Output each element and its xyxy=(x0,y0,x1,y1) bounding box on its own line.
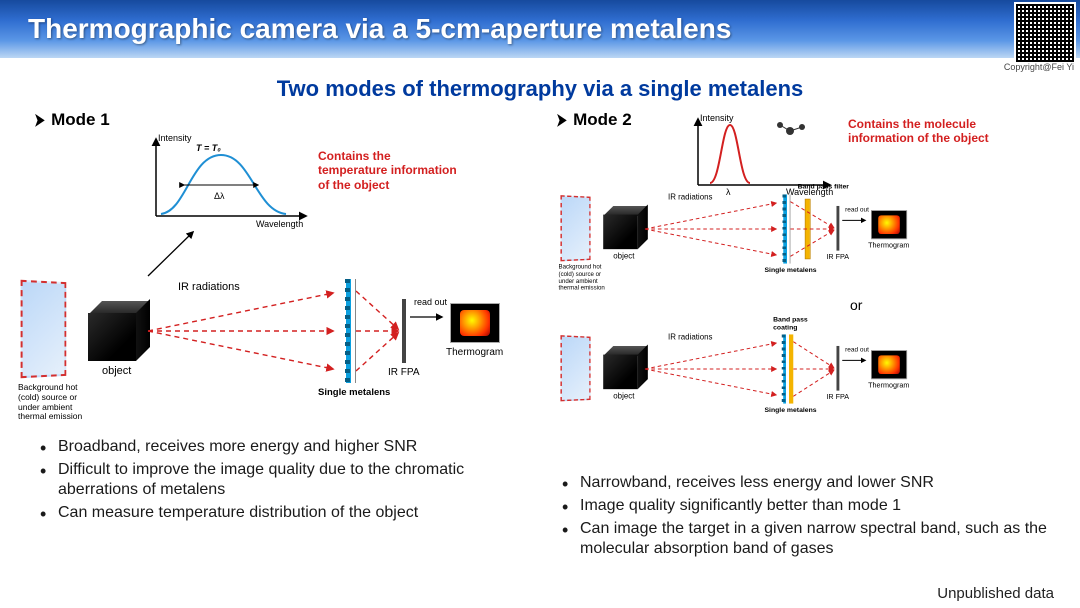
bullet-item: Can measure temperature distribution of … xyxy=(58,503,530,523)
background-panel xyxy=(21,280,67,378)
bullet-item: Broadband, receives more energy and high… xyxy=(58,437,530,457)
coating-label: Band pass coating xyxy=(773,316,831,332)
bullet-item: Difficult to improve the image quality d… xyxy=(58,460,530,500)
background-label: Background hot (cold) source or under am… xyxy=(18,383,98,422)
wavelength-axis-label: Wavelength xyxy=(256,219,303,229)
bullet-item: Image quality significantly better than … xyxy=(580,496,1052,516)
ir-fpa xyxy=(836,206,839,251)
delta-lambda-label: Δλ xyxy=(214,191,225,201)
focus-rays xyxy=(356,281,406,381)
readout-label: read out xyxy=(414,297,447,307)
mode2-diagram: Intensity Wavelength λ Contains the mole… xyxy=(540,131,1062,467)
mode1-column: ➤Mode 1 Δλ Intensity Wavelength T = T₀ C… xyxy=(18,108,540,562)
mode1-diagram: Δλ Intensity Wavelength T = T₀ Contains … xyxy=(18,131,540,431)
filter-label: Band pass filter xyxy=(798,183,849,191)
mode2-bullets: Narrowband, receives less energy and low… xyxy=(540,467,1062,559)
mode1-annotation: Contains the temperature information of … xyxy=(318,149,458,192)
slide-header: Thermographic camera via a 5-cm-aperture… xyxy=(0,0,1080,58)
ir-fpa xyxy=(836,346,839,391)
bullet-item: Narrowband, receives less energy and low… xyxy=(580,473,1052,493)
slide-title: Thermographic camera via a 5-cm-aperture… xyxy=(28,13,731,45)
intensity-axis-label: Intensity xyxy=(158,133,192,143)
ir-rays xyxy=(138,281,348,381)
metalens-label: Single metalens xyxy=(318,387,390,398)
mode1-bullets: Broadband, receives more energy and high… xyxy=(18,431,540,523)
mode2-column: ➤Mode 2 Intensity Wavelength λ Contains … xyxy=(540,108,1062,562)
metalens-with-coating xyxy=(783,334,793,403)
mode1-spectrum-plot: Δλ Intensity Wavelength T = T₀ xyxy=(136,131,316,231)
metalens xyxy=(346,279,356,383)
ir-fpa-label: IR FPA xyxy=(388,367,419,378)
svg-text:T = T₀: T = T₀ xyxy=(196,143,221,153)
ir-rays xyxy=(639,196,783,262)
svg-text:Intensity: Intensity xyxy=(700,113,734,123)
or-label: or xyxy=(850,297,862,313)
unpublished-note: Unpublished data xyxy=(937,585,1054,602)
thermogram-label: Thermogram xyxy=(446,347,503,358)
thermogram xyxy=(871,350,907,379)
readout-arrow xyxy=(408,307,448,327)
background-panel xyxy=(560,195,590,261)
bullet-item: Can image the target in a given narrow s… xyxy=(580,519,1052,559)
metalens xyxy=(783,194,790,263)
copyright-text: Copyright@Fei Yi xyxy=(1004,62,1074,72)
thermogram xyxy=(450,303,500,343)
background-panel xyxy=(560,335,590,401)
ir-fpa xyxy=(402,299,406,363)
thermogram xyxy=(871,210,907,239)
object-label: object xyxy=(102,365,131,377)
mode2-annotation: Contains the molecule information of the… xyxy=(848,117,1008,146)
qr-code xyxy=(1014,2,1076,64)
pointer-arrow-icon xyxy=(138,226,208,286)
mode1-heading: ➤Mode 1 xyxy=(32,110,540,131)
slide-subtitle: Two modes of thermography via a single m… xyxy=(0,76,1080,102)
background-label: Background hot (cold) source or under am… xyxy=(559,264,617,292)
